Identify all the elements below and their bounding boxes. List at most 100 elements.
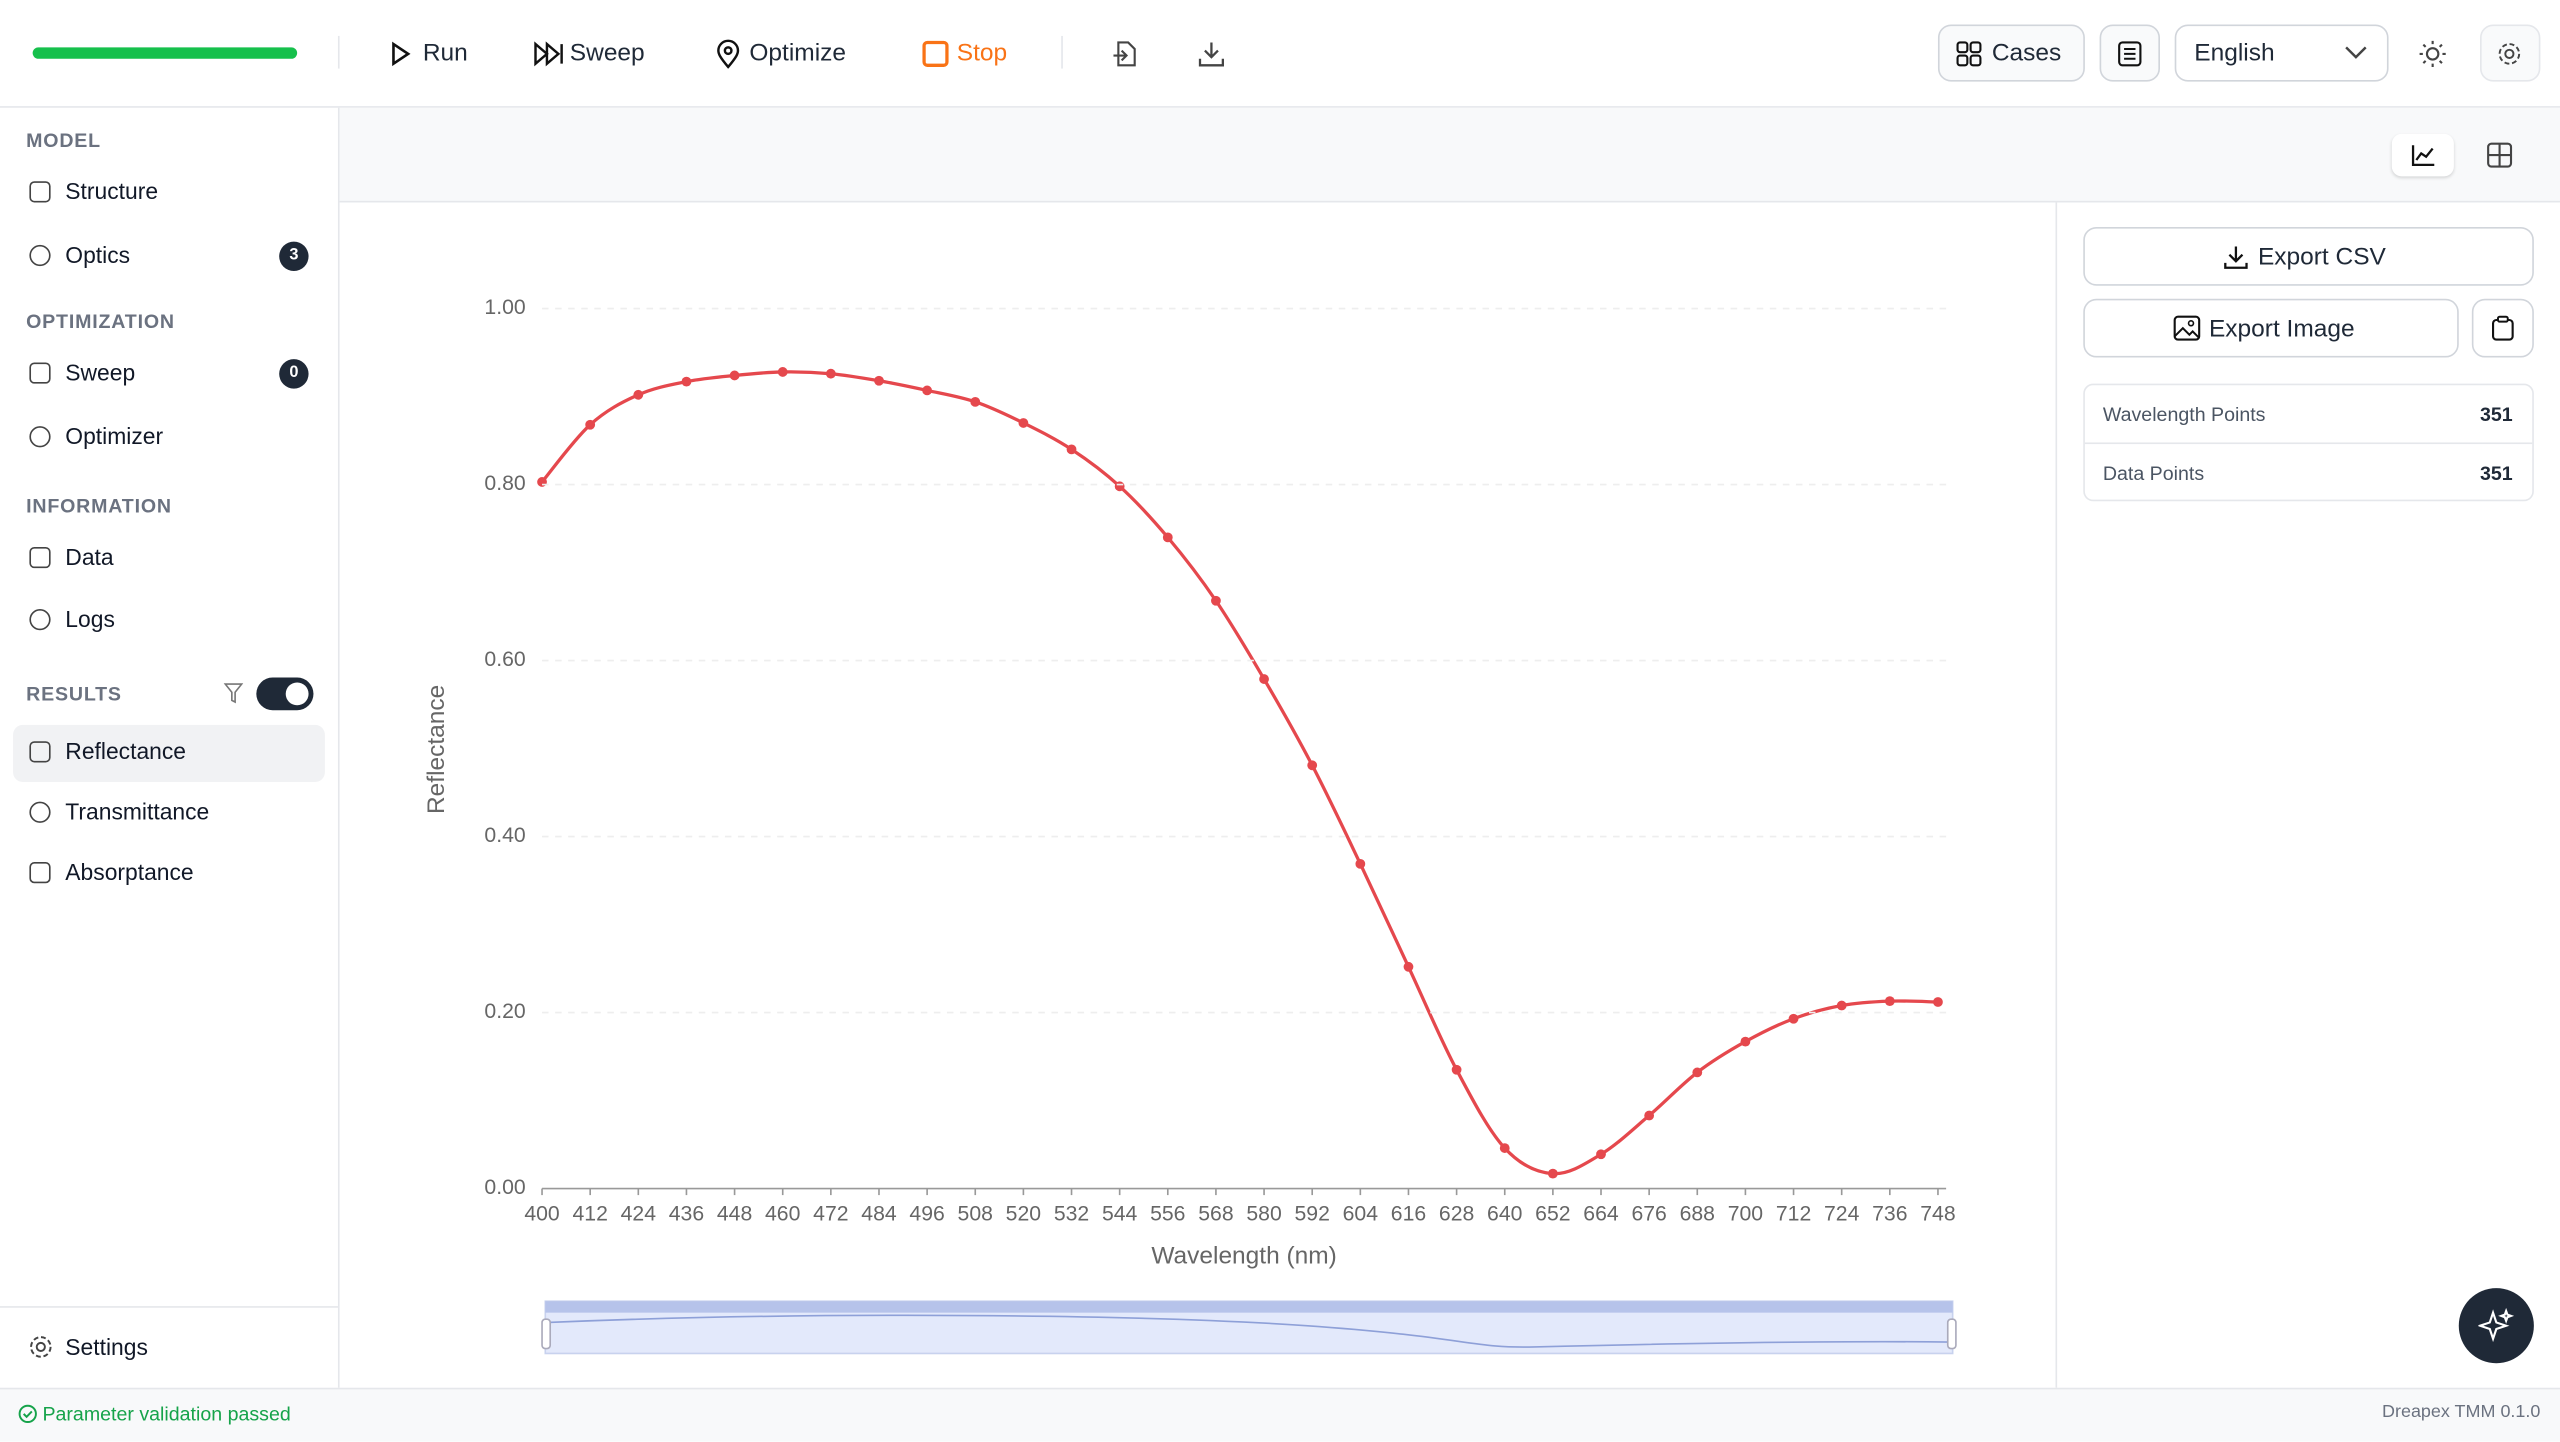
section-title: RESULTS <box>26 682 122 706</box>
x-tick-label: 436 <box>669 1202 704 1225</box>
section-title: OPTIMIZATION <box>26 310 175 334</box>
x-tick-label: 424 <box>621 1202 657 1225</box>
divider <box>2084 442 2533 445</box>
progress-bar <box>32 47 298 59</box>
chart: Reflectance Wavelength (nm) 748 736 724 712… <box>423 296 1957 1355</box>
x-tick-label: 628 <box>1439 1202 1474 1225</box>
x-tick-label: 580 <box>1246 1202 1281 1225</box>
x-tick-label: 724 <box>1824 1202 1860 1225</box>
run-icon <box>392 41 411 67</box>
y-tick-label: 0.20 <box>484 1000 525 1023</box>
run-button[interactable]: Run <box>422 39 468 67</box>
nav-item[interactable]: Logs <box>65 605 115 632</box>
optimize-icon <box>717 39 740 69</box>
y-axis-label: Reflectance <box>423 685 450 814</box>
item-icon <box>29 426 51 448</box>
nav-item[interactable]: Optimizer <box>65 422 164 449</box>
item-icon <box>29 741 51 763</box>
theme-button[interactable] <box>2418 39 2447 68</box>
language-select[interactable] <box>2174 24 2389 82</box>
x-tick-label: 736 <box>1872 1202 1907 1225</box>
x-tick-label: 700 <box>1728 1202 1763 1225</box>
zoom-handle[interactable] <box>1946 1318 1957 1350</box>
image-icon <box>2173 315 2201 341</box>
gear-icon <box>2498 43 2521 65</box>
cases-label: Cases <box>1991 39 2062 67</box>
x-tick-label: 412 <box>572 1202 607 1225</box>
x-tick-label: 496 <box>909 1202 944 1225</box>
x-tick-label: 472 <box>813 1202 848 1225</box>
stop-button[interactable]: Stop <box>956 39 1008 67</box>
version: Dreapex TMM 0.1.0 <box>2382 1402 2541 1423</box>
y-tick-label: 1.00 <box>484 296 525 319</box>
x-tick-label: 664 <box>1583 1202 1619 1225</box>
check-icon <box>18 1404 37 1424</box>
sidebar <box>0 107 340 1388</box>
x-axis-label: Wavelength (nm) <box>1151 1243 1336 1270</box>
y-tick-label: 0.80 <box>484 472 525 495</box>
x-tick-label: 712 <box>1776 1202 1811 1225</box>
x-tick-label: 508 <box>958 1202 993 1225</box>
x-tick-label: 676 <box>1631 1202 1666 1225</box>
clipboard-icon <box>2491 315 2514 341</box>
x-tick-label: 460 <box>765 1202 800 1225</box>
nav-item[interactable]: Structure <box>65 177 159 205</box>
settings-button[interactable] <box>2479 24 2541 82</box>
x-tick-label: 640 <box>1487 1202 1522 1225</box>
filter-icon[interactable] <box>223 682 244 704</box>
series-line <box>540 370 1938 1176</box>
settings-icon <box>30 1336 52 1358</box>
item-icon <box>29 181 51 203</box>
active-item-bg <box>13 724 325 783</box>
zoom-handle[interactable] <box>541 1318 552 1350</box>
zoom-preview <box>548 1314 1950 1348</box>
assistant-button[interactable] <box>2458 1288 2534 1364</box>
x-tick-label: 520 <box>1006 1202 1041 1225</box>
status-bar <box>0 1387 2560 1442</box>
nav-item[interactable]: Transmittance <box>65 798 210 825</box>
language-label: English <box>2194 39 2275 67</box>
x-tick-label: 592 <box>1294 1202 1329 1225</box>
stat-value: 351 <box>2479 462 2513 485</box>
download-button[interactable] <box>1197 39 1226 68</box>
x-tick-label: 616 <box>1391 1202 1426 1225</box>
zoom-handle-bar[interactable] <box>545 1301 1953 1313</box>
chart-view-icon <box>2411 145 2435 167</box>
export-csv-button[interactable] <box>2083 226 2534 286</box>
sweep-button[interactable]: Sweep <box>569 39 645 67</box>
import-button[interactable] <box>1110 39 1139 68</box>
x-tick-label: 556 <box>1150 1202 1185 1225</box>
nav-item[interactable]: Data <box>65 543 114 570</box>
x-tick-label: 568 <box>1198 1202 1233 1225</box>
nav-item[interactable]: Optics <box>65 241 131 268</box>
item-icon <box>29 244 51 267</box>
y-tick-label: 0.60 <box>484 648 525 671</box>
section-title: INFORMATION <box>26 494 172 518</box>
table-view-button[interactable] <box>2487 142 2513 168</box>
stop-icon <box>922 40 949 67</box>
stat-value: 351 <box>2479 403 2513 427</box>
divider <box>2055 202 2058 1388</box>
notes-icon <box>2118 41 2142 67</box>
export-image-button[interactable] <box>2083 298 2459 358</box>
copy-button[interactable] <box>2471 298 2534 358</box>
optimize-button[interactable]: Optimize <box>749 39 847 67</box>
nav-item[interactable]: Absorptance <box>65 858 194 885</box>
item-icon <box>29 362 51 384</box>
sparkle-icon <box>2478 1307 2515 1343</box>
item-icon <box>29 546 51 569</box>
nav-item[interactable]: Reflectance <box>65 737 187 765</box>
x-tick-label: 748 <box>1920 1202 1955 1225</box>
export-image-label: Export Image <box>2208 315 2355 343</box>
y-tick-label: 0.40 <box>484 824 525 847</box>
item-icon <box>29 801 51 823</box>
x-tick-label: 688 <box>1680 1202 1715 1225</box>
results-toggle[interactable] <box>256 677 314 711</box>
divider <box>0 1306 338 1308</box>
stat-label: Data Points <box>2102 462 2205 485</box>
settings-link[interactable]: Settings <box>65 1333 148 1360</box>
x-tick-label: 544 <box>1102 1202 1138 1225</box>
nav-item[interactable]: Sweep <box>65 359 136 386</box>
view-header <box>339 107 2560 203</box>
